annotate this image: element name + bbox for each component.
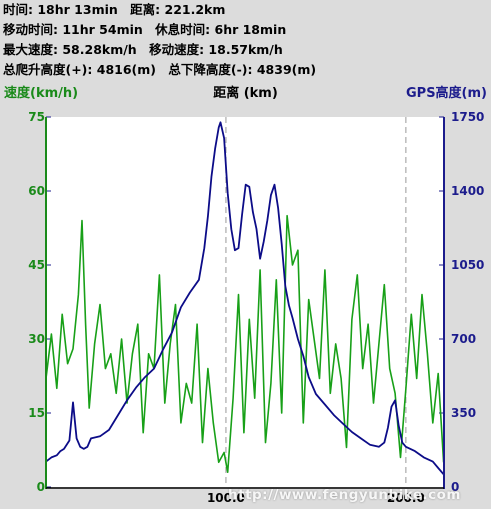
- total-descent-value: 4839(m): [256, 62, 317, 77]
- moving-time-label: 移动时间:: [3, 22, 58, 37]
- max-speed-label: 最大速度:: [3, 42, 58, 57]
- elevation-series-line: [45, 121, 445, 475]
- elevation-axis-title: GPS高度(m): [406, 86, 487, 101]
- y2-tick-label: 1400: [451, 184, 485, 198]
- summary-row-1: 时间: 18hr 13min 距离: 221.2km: [3, 0, 489, 20]
- y1-tick-label: 75: [28, 110, 45, 124]
- y2-tick-label: 1750: [451, 110, 485, 124]
- y1-tick-label: 0: [36, 480, 45, 494]
- summary-row-2: 移动时间: 11hr 54min 休息时间: 6hr 18min: [3, 20, 489, 40]
- summary-row-4: 总爬升高度(+): 4816(m) 总下降高度(-): 4839(m): [3, 60, 489, 80]
- y1-tick-label: 45: [28, 258, 45, 272]
- y2-tick-label: 350: [451, 406, 477, 420]
- speed-series-line: [45, 214, 445, 474]
- moving-speed-label: 移动速度:: [149, 42, 205, 57]
- total-ascent-value: 4816(m): [96, 62, 157, 77]
- rest-time-label: 休息时间:: [155, 22, 211, 37]
- watermark: http://www.fengyunbike.com: [228, 487, 461, 503]
- total-descent-label: 总下降高度(-):: [168, 62, 253, 77]
- time-label: 时间:: [3, 2, 33, 17]
- max-speed-value: 58.28km/h: [62, 42, 137, 57]
- speed-axis-title: 速度(km/h): [4, 86, 79, 101]
- x-tick-label: 100.0: [206, 491, 245, 505]
- summary-panel: 时间: 18hr 13min 距离: 221.2km 移动时间: 11hr 54…: [3, 0, 489, 80]
- y1-tick-label: 30: [28, 332, 45, 346]
- distance-axis-title: 距离 (km): [213, 86, 278, 101]
- y2-tick-label: 0: [451, 480, 460, 494]
- distance-label: 距离:: [130, 2, 161, 17]
- y2-tick-label: 700: [451, 332, 477, 346]
- rest-time-value: 6hr 18min: [214, 22, 287, 37]
- y2-tick-label: 1050: [451, 258, 485, 272]
- y1-tick-label: 60: [28, 184, 45, 198]
- time-value: 18hr 13min: [37, 2, 118, 17]
- y1-tick-label: 15: [28, 406, 45, 420]
- moving-speed-value: 18.57km/h: [208, 42, 283, 57]
- moving-time-value: 11hr 54min: [62, 22, 143, 37]
- summary-row-3: 最大速度: 58.28km/h 移动速度: 18.57km/h: [3, 40, 489, 60]
- distance-value: 221.2km: [164, 2, 226, 17]
- x-tick-label: 200.0: [386, 491, 425, 505]
- total-ascent-label: 总爬升高度(+):: [3, 62, 93, 77]
